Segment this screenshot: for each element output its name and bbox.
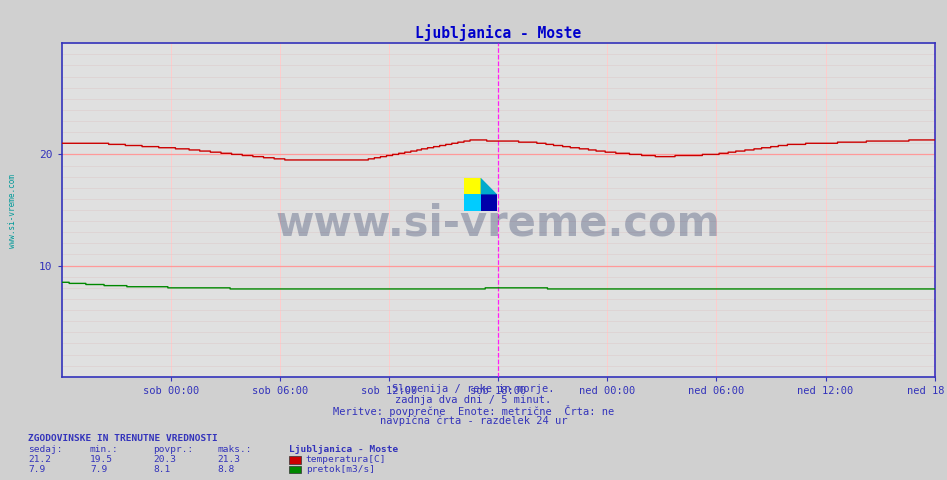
Text: Slovenija / reke in morje.: Slovenija / reke in morje. [392, 384, 555, 394]
Title: Ljubljanica - Moste: Ljubljanica - Moste [415, 24, 581, 41]
Text: temperatura[C]: temperatura[C] [306, 455, 386, 464]
Text: 8.1: 8.1 [153, 465, 170, 474]
Text: Ljubljanica - Moste: Ljubljanica - Moste [289, 445, 398, 455]
Text: min.:: min.: [90, 445, 118, 455]
Text: pretok[m3/s]: pretok[m3/s] [306, 465, 375, 474]
Text: 21.3: 21.3 [218, 455, 241, 464]
Text: 7.9: 7.9 [90, 465, 107, 474]
Text: www.si-vreme.com: www.si-vreme.com [276, 203, 721, 244]
Text: 19.5: 19.5 [90, 455, 113, 464]
Text: povpr.:: povpr.: [153, 445, 194, 455]
Bar [464, 178, 481, 194]
Text: 8.8: 8.8 [218, 465, 235, 474]
Text: zadnja dva dni / 5 minut.: zadnja dva dni / 5 minut. [396, 395, 551, 405]
Text: navpična črta - razdelek 24 ur: navpična črta - razdelek 24 ur [380, 416, 567, 426]
Text: 21.2: 21.2 [28, 455, 51, 464]
Text: maks.:: maks.: [218, 445, 252, 455]
Text: www.si-vreme.com: www.si-vreme.com [8, 174, 17, 248]
Polygon shape [481, 178, 497, 194]
Text: 20.3: 20.3 [153, 455, 176, 464]
Text: ZGODOVINSKE IN TRENUTNE VREDNOSTI: ZGODOVINSKE IN TRENUTNE VREDNOSTI [28, 434, 218, 444]
Text: Meritve: povprečne  Enote: metrične  Črta: ne: Meritve: povprečne Enote: metrične Črta:… [333, 405, 614, 417]
Bar [464, 194, 481, 211]
Bar [481, 194, 497, 211]
Text: sedaj:: sedaj: [28, 445, 63, 455]
Text: 7.9: 7.9 [28, 465, 45, 474]
